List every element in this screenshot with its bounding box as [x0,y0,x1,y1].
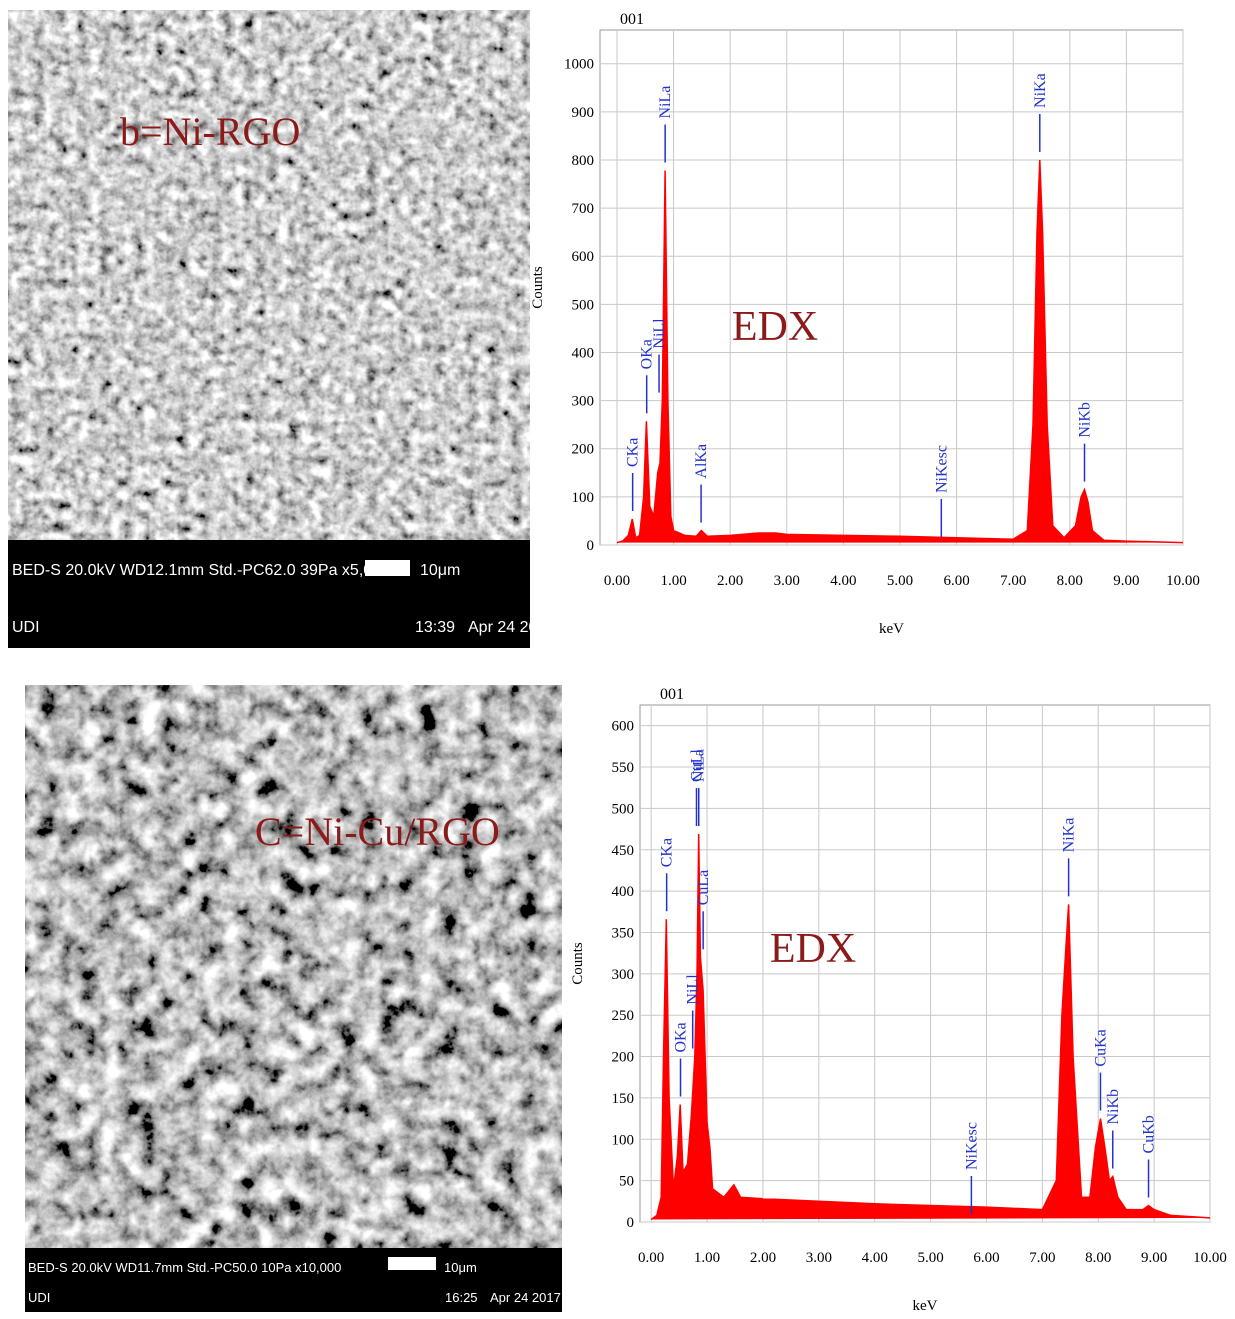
y-axis-label: Counts [530,266,546,309]
y-tick-label: 800 [572,153,595,169]
x-tick-label: 2.00 [717,573,743,589]
y-tick-label: 0 [627,1215,635,1231]
y-tick-label: 0 [587,538,595,554]
y-tick-label: 200 [612,1050,635,1066]
plot-area [639,704,1211,1223]
date: Apr 24 2017 [490,1290,561,1305]
scale-bar [365,560,410,576]
y-tick-label: 50 [619,1174,634,1190]
peak-label: NiKa [1061,818,1078,853]
y-tick-label: 700 [572,201,595,217]
x-tick-label: 0.00 [604,573,630,589]
x-tick-label: 2.00 [750,1250,776,1266]
peak-label: NiLl [685,974,702,1005]
y-tick-label: 300 [572,394,595,410]
y-tick-label: 450 [612,843,635,859]
y-tick-label: 200 [572,442,595,458]
x-tick-label: 6.00 [973,1250,999,1266]
peak-label: NiKb [1077,402,1094,438]
peak-label: CKa [659,838,676,867]
x-tick-label: 1.00 [694,1250,720,1266]
y-tick-label: 100 [612,1132,635,1148]
x-tick-label: 4.00 [830,573,856,589]
chart-title: 001 [620,11,644,28]
peak-label: OKa [673,1022,690,1052]
peak-label: NiKesc [963,1122,980,1170]
y-tick-label: 500 [612,801,635,817]
peak-label: CKa [625,438,642,467]
x-tick-label: 10.00 [1193,1250,1227,1266]
x-tick-label: 7.00 [1029,1250,1055,1266]
spectrum [650,833,1211,1221]
sem-image [8,10,530,540]
y-axis-label: Counts [570,942,586,985]
annotation: EDX [770,926,856,972]
peak-label: NiKesc [933,445,950,493]
y-tick-label: 300 [612,967,635,983]
spectrum [616,159,1184,544]
peak-label: CuLa [695,870,712,906]
info-text: BED-S 20.0kV WD12.1mm Std.-PC62.0 39Pa x… [12,562,390,579]
x-axis-label: keV [913,1298,938,1314]
peak-label: CuLl [688,749,705,782]
x-tick-label: 9.00 [1113,573,1139,589]
x-tick-label: 8.00 [1085,1250,1111,1266]
x-tick-label: 3.00 [806,1250,832,1266]
peak-label: CuKb [1141,1115,1158,1153]
scale-text: 10μm [444,1260,477,1275]
info-bar [25,1248,562,1312]
y-tick-label: 600 [612,719,635,735]
x-tick-label: 5.00 [887,573,913,589]
y-tick-label: 900 [572,105,595,121]
y-tick-label: 500 [572,297,595,313]
plot-area [599,29,1184,546]
peak-label: NiKb [1105,1089,1122,1125]
scale-bar [388,1257,436,1270]
info-bar [8,540,530,648]
annotation: EDX [732,304,818,350]
x-tick-label: 10.00 [1166,573,1200,589]
time: 13:39 [415,619,455,636]
peak-label: NiLa [691,749,708,782]
y-tick-label: 250 [612,1008,635,1024]
x-tick-label: 0.00 [638,1250,664,1266]
operator: UDI [28,1290,50,1305]
y-tick-label: 400 [612,884,635,900]
y-tick-label: 400 [572,345,595,361]
date: Apr 24 2017 [468,619,555,636]
x-tick-label: 1.00 [660,573,686,589]
peak-label: NiLl [651,318,668,349]
scale-text: 10μm [420,562,460,579]
y-tick-label: 100 [572,490,595,506]
x-tick-label: 3.00 [774,573,800,589]
x-tick-label: 5.00 [917,1250,943,1266]
chart-title: 001 [660,686,684,703]
operator: UDI [12,619,40,636]
y-tick-label: 150 [612,1091,635,1107]
x-tick-label: 6.00 [943,573,969,589]
time: 16:25 [445,1290,478,1305]
y-tick-label: 600 [572,249,595,265]
sample-label: C=Ni-Cu/RGO [255,809,500,854]
peak-label: NiLa [657,86,674,119]
x-axis-label: keV [879,621,904,637]
y-tick-label: 550 [612,760,635,776]
info-text: BED-S 20.0kV WD11.7mm Std.-PC50.0 10Pa x… [28,1260,341,1275]
x-tick-label: 8.00 [1057,573,1083,589]
y-tick-label: 1000 [564,57,594,73]
x-tick-label: 4.00 [862,1250,888,1266]
sem-image [25,685,562,1248]
y-tick-label: 350 [612,925,635,941]
peak-label: NiKa [1032,73,1049,108]
sample-label: b=Ni-RGO [120,109,300,154]
x-tick-label: 9.00 [1141,1250,1167,1266]
x-tick-label: 7.00 [1000,573,1026,589]
peak-label: OKa [639,339,656,369]
peak-label: AlKa [693,444,710,479]
peak-label: CuKa [1092,1029,1109,1066]
